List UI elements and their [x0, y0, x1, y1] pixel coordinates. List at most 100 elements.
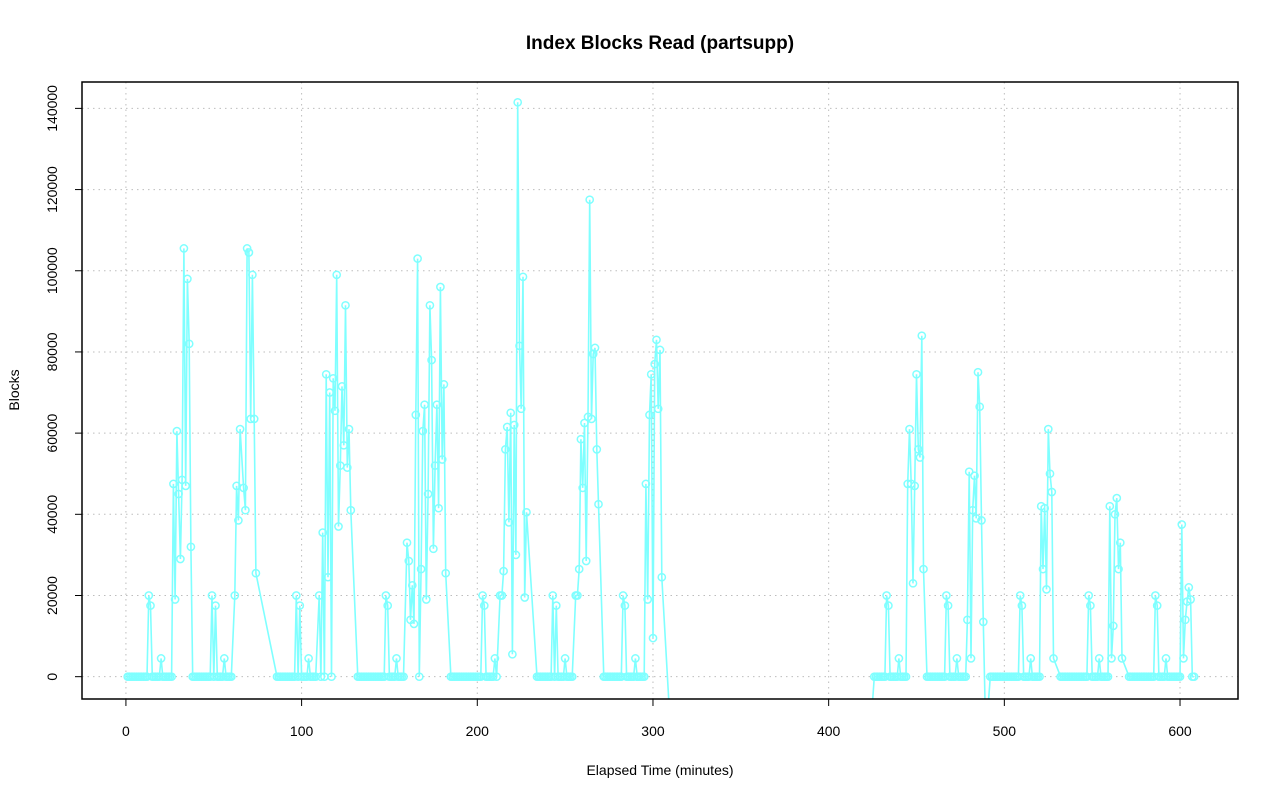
data-point	[977, 516, 986, 525]
data-point	[646, 369, 656, 379]
data-point	[942, 591, 951, 600]
data-point	[585, 195, 595, 205]
data-point	[316, 672, 326, 682]
data-point	[423, 489, 433, 499]
data-point	[1047, 487, 1057, 497]
data-point	[884, 601, 893, 610]
data-point	[407, 580, 417, 590]
data-point	[1105, 501, 1115, 511]
data-point	[966, 654, 976, 663]
data-point	[318, 528, 328, 537]
data-point	[908, 578, 918, 588]
data-point	[645, 410, 654, 420]
data-point	[186, 542, 196, 552]
data-point	[915, 453, 925, 462]
data-point	[592, 445, 602, 454]
data-point	[581, 556, 591, 566]
data-point	[235, 424, 245, 434]
data-point	[241, 505, 250, 515]
data-point	[973, 367, 983, 377]
data-point	[330, 406, 340, 416]
data-point	[1161, 654, 1171, 663]
data-point	[321, 369, 331, 379]
data-point	[337, 382, 347, 391]
x-tick-label: 0	[122, 723, 130, 739]
data-point	[342, 463, 352, 472]
data-point	[183, 274, 192, 284]
data-point	[399, 672, 408, 682]
data-point	[346, 505, 356, 515]
data-point	[1045, 469, 1055, 479]
data-point	[970, 471, 979, 481]
data-point	[478, 591, 487, 600]
data-point	[882, 591, 891, 600]
data-point	[509, 420, 519, 430]
data-point	[548, 591, 558, 600]
data-point	[1151, 591, 1160, 600]
data-point	[416, 564, 426, 574]
data-point	[511, 550, 521, 560]
data-point	[1117, 654, 1127, 663]
data-point	[1110, 509, 1120, 519]
data-point	[1175, 672, 1185, 682]
data-point	[978, 617, 988, 627]
x-tick-label: 100	[290, 723, 314, 739]
data-point	[551, 601, 561, 610]
data-point	[594, 499, 603, 509]
data-point	[513, 97, 523, 107]
x-tick-label: 500	[993, 723, 1017, 739]
data-point	[207, 591, 217, 600]
data-point	[648, 633, 658, 643]
data-point	[172, 426, 182, 436]
data-point	[506, 408, 516, 418]
data-point	[441, 568, 451, 578]
data-point	[1086, 601, 1095, 610]
data-point	[641, 479, 651, 489]
data-point	[1177, 520, 1187, 529]
data-point	[332, 270, 342, 280]
data-point	[249, 414, 259, 424]
data-point	[1186, 595, 1195, 604]
y-tick-label: 100000	[44, 247, 60, 294]
data-point	[1035, 672, 1044, 682]
data-point	[1043, 424, 1053, 434]
data-point	[430, 461, 440, 470]
data-point	[650, 359, 660, 369]
data-point	[655, 345, 665, 355]
data-point	[1026, 654, 1036, 663]
data-point	[516, 404, 526, 414]
data-point	[436, 282, 445, 292]
x-tick-label: 200	[466, 723, 490, 739]
data-point	[618, 591, 628, 600]
data-point	[492, 672, 501, 682]
x-tick-label: 600	[1168, 723, 1192, 739]
data-point	[620, 601, 630, 610]
data-point	[501, 445, 510, 454]
data-point	[488, 672, 498, 682]
data-point	[437, 455, 447, 464]
data-point	[1179, 654, 1188, 663]
data-point	[239, 483, 248, 493]
data-point	[418, 426, 428, 436]
y-tick-label: 120000	[44, 166, 60, 213]
data-point	[234, 516, 243, 525]
data-point	[1108, 621, 1118, 631]
data-point	[392, 654, 401, 663]
data-point	[652, 335, 661, 345]
data-point	[961, 672, 971, 682]
data-point	[479, 601, 489, 610]
data-point	[323, 572, 333, 582]
data-point	[657, 572, 667, 582]
data-point	[181, 481, 191, 491]
data-point	[643, 595, 653, 604]
data-point	[1040, 503, 1050, 513]
data-point	[176, 554, 185, 564]
data-point	[943, 601, 953, 610]
data-point	[413, 254, 422, 263]
data-point	[1189, 672, 1199, 682]
data-point	[504, 518, 514, 527]
data-point	[314, 591, 324, 600]
series-line	[987, 429, 1195, 699]
data-point	[409, 619, 419, 629]
